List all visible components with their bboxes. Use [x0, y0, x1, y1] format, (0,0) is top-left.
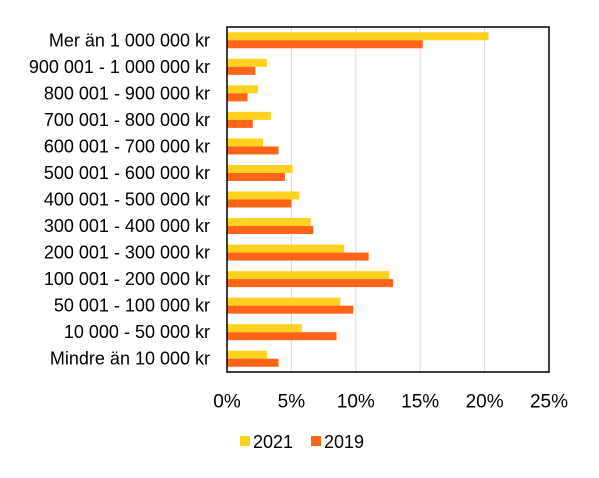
bar-2021-3	[227, 111, 271, 120]
bar-2021-7	[227, 218, 311, 227]
bar-2021-9	[227, 271, 390, 280]
bar-2021-8	[227, 244, 345, 253]
legend-label: 2019	[324, 432, 364, 452]
category-label: 100 001 - 200 000 kr	[44, 269, 210, 289]
bar-2021-4	[227, 138, 264, 147]
legend-label: 2021	[253, 432, 293, 452]
bar-2019-0	[227, 40, 423, 49]
bar-2021-1	[227, 58, 267, 67]
gridlines	[290, 27, 486, 372]
x-tick-label: 25%	[530, 392, 568, 413]
legend: 2021 2019	[240, 432, 364, 452]
legend-swatch-2019	[311, 436, 321, 446]
category-label: Mer än 1 000 000 kr	[49, 30, 210, 50]
category-label: 400 001 - 500 000 kr	[44, 190, 210, 210]
legend-swatch-2021	[240, 436, 250, 446]
x-tick-label: 20%	[466, 392, 504, 413]
bar-2019-7	[227, 226, 314, 235]
bar-2021-12	[227, 350, 267, 359]
bar-2019-10	[227, 305, 354, 314]
x-tick-label: 15%	[401, 392, 439, 413]
x-tick-label: 10%	[337, 392, 375, 413]
bar-2021-0	[227, 32, 489, 41]
bar-2019-9	[227, 279, 394, 288]
category-label: 10 000 - 50 000 kr	[64, 322, 210, 342]
plot-frame	[226, 26, 550, 373]
bar-2021-6	[227, 191, 300, 200]
bar-2019-11	[227, 332, 337, 341]
bars	[227, 32, 489, 367]
bar-2019-12	[227, 358, 279, 367]
bar-2019-1	[227, 66, 256, 75]
bar-2019-2	[227, 93, 248, 102]
bar-2019-5	[227, 172, 285, 181]
bar-2021-2	[227, 85, 258, 94]
bar-2021-11	[227, 324, 302, 333]
category-label: Mindre än 10 000 kr	[50, 349, 210, 369]
bar-2019-3	[227, 119, 253, 128]
category-label: 900 001 - 1 000 000 kr	[29, 57, 210, 77]
category-label: 300 001 - 400 000 kr	[44, 216, 210, 236]
x-tick-label: 0%	[213, 392, 241, 413]
bar-2019-4	[227, 146, 279, 155]
category-label: 700 001 - 800 000 kr	[44, 110, 210, 130]
category-label: 200 001 - 300 000 kr	[44, 243, 210, 263]
category-label: 500 001 - 600 000 kr	[44, 163, 210, 183]
x-tick-label: 5%	[278, 392, 306, 413]
category-label: 600 001 - 700 000 kr	[44, 136, 210, 156]
category-label: 800 001 - 900 000 kr	[44, 83, 210, 103]
category-labels: Mer än 1 000 000 kr 900 001 - 1 000 000 k…	[29, 30, 210, 368]
bar-2021-5	[227, 164, 293, 173]
bar-2019-6	[227, 199, 292, 208]
bar-2019-8	[227, 252, 369, 261]
bar-2021-10	[227, 297, 341, 306]
category-label: 50 001 - 100 000 kr	[54, 296, 210, 316]
x-axis-tick-labels: 0% 5% 10% 15% 20% 25%	[213, 392, 568, 413]
